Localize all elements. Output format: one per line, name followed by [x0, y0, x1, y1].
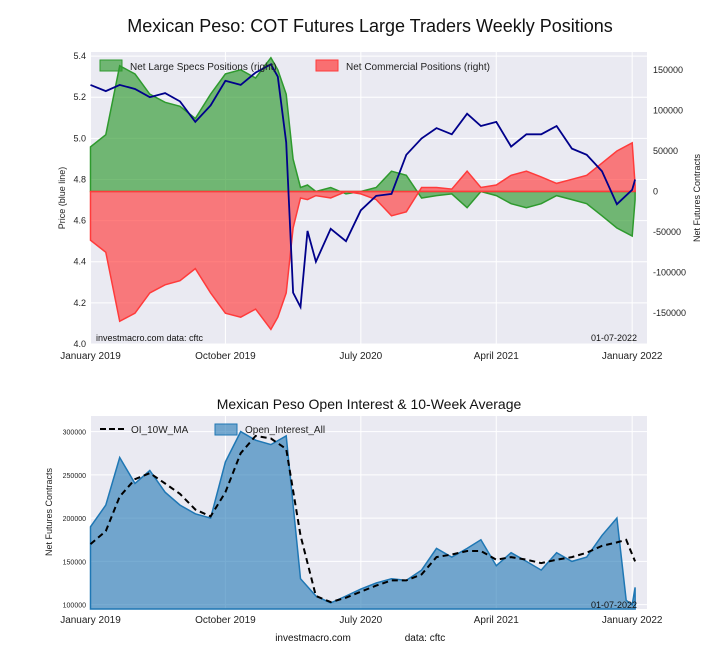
legend: Net Large Specs Positions (right) Net Co… [99, 59, 490, 73]
legend-label-commercial: Net Commercial Positions (right) [346, 62, 490, 73]
open-interest-area-group [89, 430, 636, 610]
y-right-axis-label: Net Futures Contracts [692, 153, 702, 242]
y-tick-labels: 300000 250000 200000 150000 100000 [63, 430, 86, 610]
y-right-tick-labels: 150000 100000 50000 0 -50000 -100000 -150000 [653, 65, 686, 318]
y-left-tick-label: 4.0 [73, 339, 86, 349]
open-interest-chart: January 2019 October 2019 July 2020 April 2… [44, 416, 663, 626]
watermark-date: 01-07-2022 [591, 333, 637, 343]
price-line [90, 63, 636, 311]
y-left-tick-label: 4.2 [73, 298, 86, 308]
y-left-tick-label: 5.2 [73, 92, 86, 102]
y-tick-label: 150000 [63, 559, 86, 566]
x-tick-labels: January 2019 October 2019 July 2020 April 2… [60, 615, 663, 626]
y-left-tick-label: 4.4 [73, 257, 86, 267]
legend-swatch-oi [214, 423, 238, 436]
x-tick-label: July 2020 [339, 615, 382, 626]
x-tick-label: January 2022 [602, 615, 663, 626]
y-left-tick-labels: 4.0 4.2 4.4 4.6 4.8 5.0 5.2 5.4 [73, 51, 86, 349]
legend: OI_10W_MA Open_Interest_All [100, 423, 325, 436]
y-right-tick-label: -50000 [653, 227, 681, 237]
open-interest-area [89, 430, 636, 610]
price-line-group [90, 63, 636, 311]
ma-line-group [89, 434, 637, 604]
x-tick-label: January 2022 [602, 351, 663, 362]
legend-label-specs: Net Large Specs Positions (right) [130, 62, 277, 73]
commercial-area [89, 141, 636, 331]
y-left-tick-label: 5.4 [73, 51, 86, 61]
y-right-tick-label: -100000 [653, 268, 686, 278]
legend-label-ma: OI_10W_MA [131, 425, 189, 436]
x-tick-label: April 2021 [474, 615, 519, 626]
x-tick-label: January 2019 [60, 615, 121, 626]
y-right-tick-label: 0 [653, 187, 658, 197]
legend-swatch-specs [99, 59, 123, 72]
y-tick-label: 200000 [63, 516, 86, 523]
cot-positions-chart: January 2019 October 2019 July 2020 April 2… [57, 51, 702, 362]
y-right-tick-label: -150000 [653, 308, 686, 318]
legend-swatch-commercial [315, 59, 339, 72]
commercial-area-group [89, 141, 636, 331]
chart-title: Mexican Peso: COT Futures Large Traders … [127, 16, 613, 36]
x-tick-label: October 2019 [195, 615, 256, 626]
y-right-tick-label: 150000 [653, 65, 683, 75]
y-left-tick-label: 4.6 [73, 216, 86, 226]
y-left-tick-label: 5.0 [73, 133, 86, 143]
footer-data: data: cftc [405, 633, 446, 644]
footer-source: investmacro.com [275, 633, 351, 644]
y-tick-label: 100000 [63, 603, 86, 610]
y-left-axis-label: Price (blue line) [57, 167, 67, 230]
watermark-date: 01-07-2022 [591, 600, 637, 610]
y-axis-label: Net Futures Contracts [44, 467, 54, 556]
y-right-tick-label: 50000 [653, 146, 678, 156]
open-interest-title: Mexican Peso Open Interest & 10-Week Ave… [217, 396, 522, 412]
y-tick-label: 300000 [63, 430, 86, 437]
y-left-tick-label: 4.8 [73, 174, 86, 184]
x-tick-label: January 2019 [60, 351, 121, 362]
ma-line [89, 434, 637, 604]
y-right-tick-label: 100000 [653, 105, 683, 115]
x-tick-label: July 2020 [339, 351, 382, 362]
y-tick-label: 250000 [63, 473, 86, 480]
x-tick-label: April 2021 [474, 351, 519, 362]
legend-label-oi: Open_Interest_All [245, 425, 325, 436]
x-tick-labels: January 2019 October 2019 July 2020 April 2… [60, 351, 663, 362]
x-tick-label: October 2019 [195, 351, 256, 362]
watermark-source: investmacro.com data: cftc [96, 333, 204, 343]
